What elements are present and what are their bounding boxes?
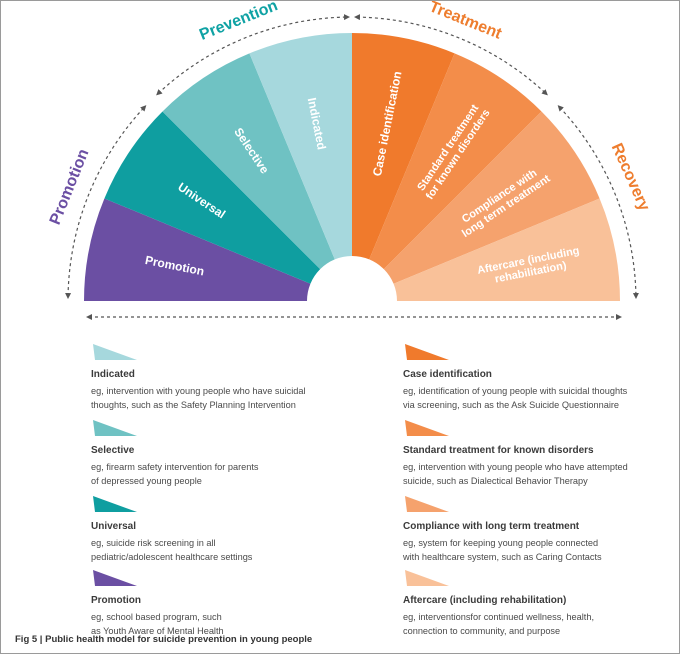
legend-description-line: eg, suicide risk screening in all bbox=[91, 538, 216, 548]
legend-description-line: eg, identification of young people with … bbox=[403, 386, 628, 396]
legend-swatch-aftercare bbox=[405, 570, 449, 586]
legend-item-universal: Universal eg, suicide risk screening in a… bbox=[91, 495, 361, 564]
legend-description-line: eg, school based program, such bbox=[91, 612, 222, 622]
legend-description-line: with healthcare system, such as Caring C… bbox=[403, 552, 602, 562]
legend-title: Indicated bbox=[91, 369, 135, 380]
legend-item-selective: Selective eg, firearm safety intervention… bbox=[91, 419, 361, 488]
legend-swatch-selective bbox=[93, 420, 137, 436]
legend-swatch-promotion bbox=[93, 570, 137, 586]
segment-universal bbox=[104, 111, 321, 284]
segment-standard-treatment bbox=[369, 53, 542, 270]
legend-swatch-universal bbox=[93, 496, 137, 512]
treatment-arc bbox=[353, 14, 548, 96]
legend-title: Standard treatment for known disorders bbox=[403, 445, 594, 456]
legend-title: Compliance with long term treatment bbox=[403, 521, 580, 532]
legend-swatch-compliance bbox=[405, 496, 449, 512]
legend-title: Promotion bbox=[91, 595, 141, 606]
legend-description: eg, intervention with young people who h… bbox=[91, 384, 361, 412]
prevention-arc bbox=[156, 14, 351, 96]
legend-description-line: suicide, such as Dialectical Behavior Th… bbox=[403, 476, 588, 486]
legend-item-standard-treatment: Standard treatment for known disorders eg… bbox=[403, 419, 673, 488]
legend-description-line: of depressed young people bbox=[91, 476, 202, 486]
legend-description: eg, identification of young people with … bbox=[403, 384, 673, 412]
legend-description: eg, firearm safety intervention for pare… bbox=[91, 460, 361, 488]
legend-title: Selective bbox=[91, 445, 135, 456]
legend-description-line: eg, intervention with young people who h… bbox=[403, 462, 628, 472]
legend-description: eg, suicide risk screening in all pediatr… bbox=[91, 536, 361, 564]
category-label-treatment: Treatment bbox=[427, 1, 505, 43]
legend-item-indicated: Indicated eg, intervention with young peo… bbox=[91, 343, 361, 412]
category-arcs bbox=[65, 14, 639, 300]
legend-description: eg, system for keeping young people conn… bbox=[403, 536, 673, 564]
legend-swatch-case-identification bbox=[405, 344, 449, 360]
legend-item-case-identification: Case identification eg, identification of… bbox=[403, 343, 673, 412]
legend-description-line: thoughts, such as the Safety Planning In… bbox=[91, 400, 296, 410]
legend-title: Case identification bbox=[403, 369, 492, 380]
recovery-arc bbox=[557, 105, 639, 300]
legend-description-line: eg, intervention with young people who h… bbox=[91, 386, 306, 396]
legend-description-line: pediatric/adolescent healthcare settings bbox=[91, 552, 253, 562]
category-label-recovery: Recovery bbox=[608, 141, 653, 214]
legend-title: Universal bbox=[91, 521, 137, 532]
segment-selective bbox=[162, 53, 335, 270]
legend-description-line: eg, firearm safety intervention for pare… bbox=[91, 462, 259, 472]
category-label-promotion: Promotion bbox=[47, 147, 93, 228]
legend-swatch-standard-treatment bbox=[405, 420, 449, 436]
category-label-prevention: Prevention bbox=[197, 1, 280, 44]
legend-item-aftercare: Aftercare (including rehabilitation) eg, … bbox=[403, 569, 673, 638]
legend-swatch-indicated bbox=[93, 344, 137, 360]
promotion-arc bbox=[65, 105, 147, 300]
legend-description: eg, intervention with young people who h… bbox=[403, 460, 673, 488]
legend-item-promotion: Promotion eg, school based program, such a… bbox=[91, 569, 361, 638]
figure-caption: Fig 5 | Public health model for suicide … bbox=[15, 634, 313, 645]
legend-description-line: via screening, such as the Ask Suicide Q… bbox=[403, 400, 620, 410]
legend-description: eg, interventionsfor continued wellness,… bbox=[403, 610, 673, 638]
legend-description: eg, school based program, such as Youth A… bbox=[91, 610, 361, 638]
legend-title: Aftercare (including rehabilitation) bbox=[403, 595, 567, 606]
legend-description-line: eg, interventionsfor continued wellness,… bbox=[403, 612, 595, 622]
legend-description-line: eg, system for keeping young people conn… bbox=[403, 538, 599, 548]
legend-item-compliance: Compliance with long term treatment eg, s… bbox=[403, 495, 673, 564]
segment-compliance bbox=[383, 111, 600, 284]
legend-description-line: as Youth Aware of Mental Health bbox=[91, 626, 224, 636]
legend-description-line: connection to community, and purpose bbox=[403, 626, 561, 636]
